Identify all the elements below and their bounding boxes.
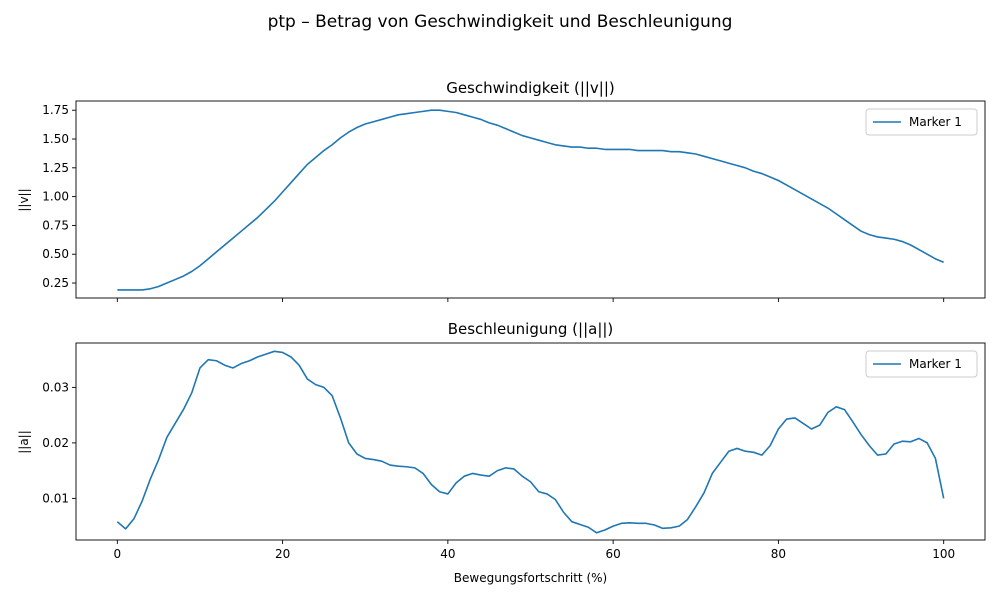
velocity-legend-label: Marker 1 [909,115,962,129]
velocity-ytick-label: 1.00 [42,190,69,204]
velocity-ytick-label: 1.25 [42,161,69,175]
acceleration-xtick-label: 60 [605,547,620,561]
velocity-legend: Marker 1 [865,108,978,136]
velocity-ytick-label: 0.25 [42,276,69,290]
velocity-legend-box [865,108,978,136]
acceleration-ytick-label: 0.03 [42,380,69,394]
acceleration-title: Beschleunigung (||a||) [448,320,614,338]
acceleration-ytick-label: 0.02 [42,436,69,450]
figure-title: ptp – Betrag von Geschwindigkeit und Bes… [268,12,733,32]
velocity-ytick-label: 0.75 [42,218,69,232]
acceleration-legend-box [865,350,978,378]
velocity-panel: Geschwindigkeit (||v||) 0.25 0.50 0.75 1.00… [17,79,986,302]
velocity-ylabel: ||v|| [17,188,31,211]
acceleration-xtick-label: 40 [440,547,455,561]
acceleration-xtick-label: 0 [113,547,121,561]
velocity-axes: 0.25 0.50 0.75 1.00 1.25 1.50 1.75 Marker 1 [42,100,986,302]
velocity-frame [75,100,986,299]
velocity-ytick-label: 0.50 [42,247,69,261]
acceleration-panel: Beschleunigung (||a||) 0 20 40 60 80 1000.010… [17,320,986,585]
velocity-series-line [117,109,944,291]
acceleration-xlabel: Bewegungsfortschritt (%) [454,571,607,585]
acceleration-ylabel: ||a|| [17,430,31,454]
velocity-ytick-label: 1.50 [42,132,69,146]
velocity-ytick-label: 1.75 [42,103,69,117]
acceleration-legend-label: Marker 1 [909,357,962,371]
acceleration-series-line [116,350,945,534]
acceleration-frame [75,342,986,541]
acceleration-legend: Marker 1 [865,350,978,378]
velocity-title: Geschwindigkeit (||v||) [446,79,615,97]
acceleration-xtick-label: 100 [932,547,955,561]
acceleration-ytick-label: 0.01 [42,491,69,505]
acceleration-xtick-label: 80 [771,547,786,561]
acceleration-xtick-label: 20 [275,547,290,561]
acceleration-axes: 0 20 40 60 80 100 0.01 0.02 0.03 Marker 1 [42,342,986,561]
